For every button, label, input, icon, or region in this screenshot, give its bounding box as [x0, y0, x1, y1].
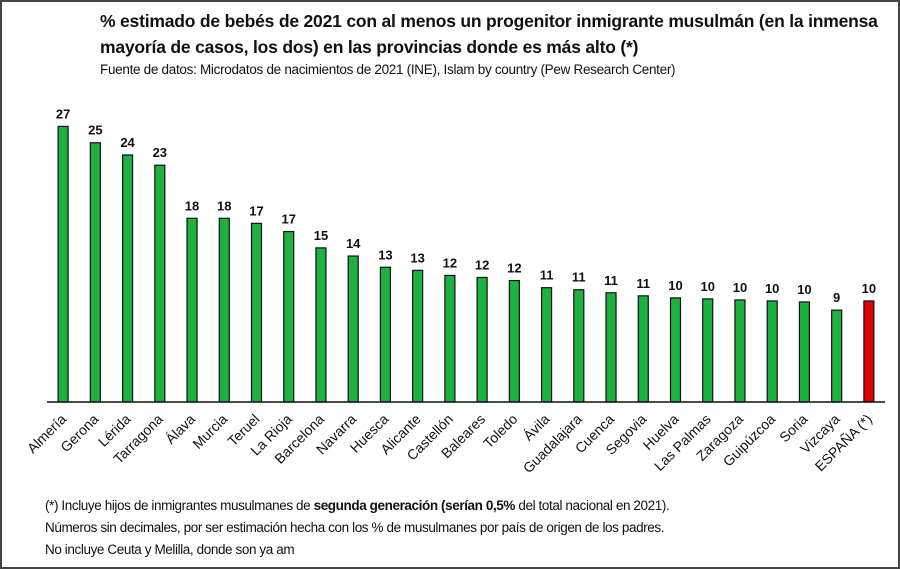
data-label-6: 17: [249, 203, 263, 218]
footnote-3: No incluye Ceuta y Melilla, donde son ya…: [45, 542, 295, 557]
data-label-16: 11: [572, 270, 586, 285]
x-tick-label-14: Toledo: [480, 411, 521, 452]
data-label-11: 13: [410, 250, 424, 265]
data-label-17: 11: [604, 273, 618, 288]
bar-3: [154, 164, 166, 403]
bar-15: [540, 287, 553, 403]
data-label-5: 18: [217, 198, 231, 213]
data-label-13: 12: [475, 257, 489, 272]
data-label-8: 15: [314, 228, 328, 243]
bar-6: [250, 222, 263, 403]
data-label-19: 10: [668, 278, 682, 293]
bar-10: [379, 266, 392, 403]
data-label-4: 18: [185, 198, 199, 213]
data-label-23: 10: [797, 282, 811, 297]
data-label-9: 14: [346, 236, 361, 251]
x-tick-label-5: Murcia: [189, 411, 230, 452]
bar-23: [798, 301, 811, 403]
chart-title: % estimado de bebés de 2021 con al menos…: [100, 11, 878, 57]
footnote-1-text: (*) Incluye hijos de inmigrantes musulma…: [45, 498, 314, 513]
bar-17: [605, 292, 617, 403]
chart-subtitle: Fuente de datos: Microdatos de nacimient…: [100, 62, 676, 77]
data-label-14: 12: [507, 261, 521, 276]
data-label-0: 27: [56, 106, 70, 121]
footnote-2: Números sin decimales, por ser estimació…: [45, 520, 665, 535]
data-label-1: 25: [88, 123, 102, 138]
data-label-10: 13: [378, 247, 392, 262]
data-label-15: 11: [540, 268, 554, 283]
data-label-22: 10: [765, 281, 779, 296]
bar-4: [186, 217, 198, 403]
bar-21: [734, 299, 746, 403]
bar-13: [476, 276, 488, 403]
data-label-25: 10: [862, 281, 876, 296]
bar-7: [283, 230, 295, 403]
footnote-1-bold: segunda generación (serían 0,5%: [313, 498, 516, 513]
data-label-20: 10: [700, 279, 714, 294]
bar-9: [347, 255, 359, 403]
bar-25: [863, 300, 875, 403]
footnote-1: (*) Incluye hijos de inmigrantes musulma…: [45, 498, 670, 513]
bar-14: [508, 279, 520, 403]
bar-11: [412, 269, 424, 403]
footnote-1-end: del total nacional en 2021).: [515, 498, 670, 513]
bar-19: [669, 297, 682, 403]
bar-1: [89, 142, 101, 403]
data-label-2: 24: [120, 135, 135, 150]
data-label-24: 9: [833, 290, 840, 305]
bar-5: [218, 217, 230, 403]
data-label-3: 23: [153, 145, 167, 160]
bar-16: [573, 289, 585, 403]
bar-18: [637, 295, 649, 403]
data-label-18: 11: [636, 276, 650, 291]
data-label-12: 12: [443, 255, 457, 270]
data-label-7: 17: [281, 212, 295, 227]
data-label-21: 10: [733, 280, 747, 295]
bar-22: [766, 300, 778, 403]
bar-8: [315, 247, 327, 403]
bar-0: [57, 125, 69, 403]
bar-12: [444, 274, 456, 403]
bar-20: [702, 298, 714, 403]
bar-2: [121, 154, 134, 403]
bar-24: [831, 309, 843, 403]
